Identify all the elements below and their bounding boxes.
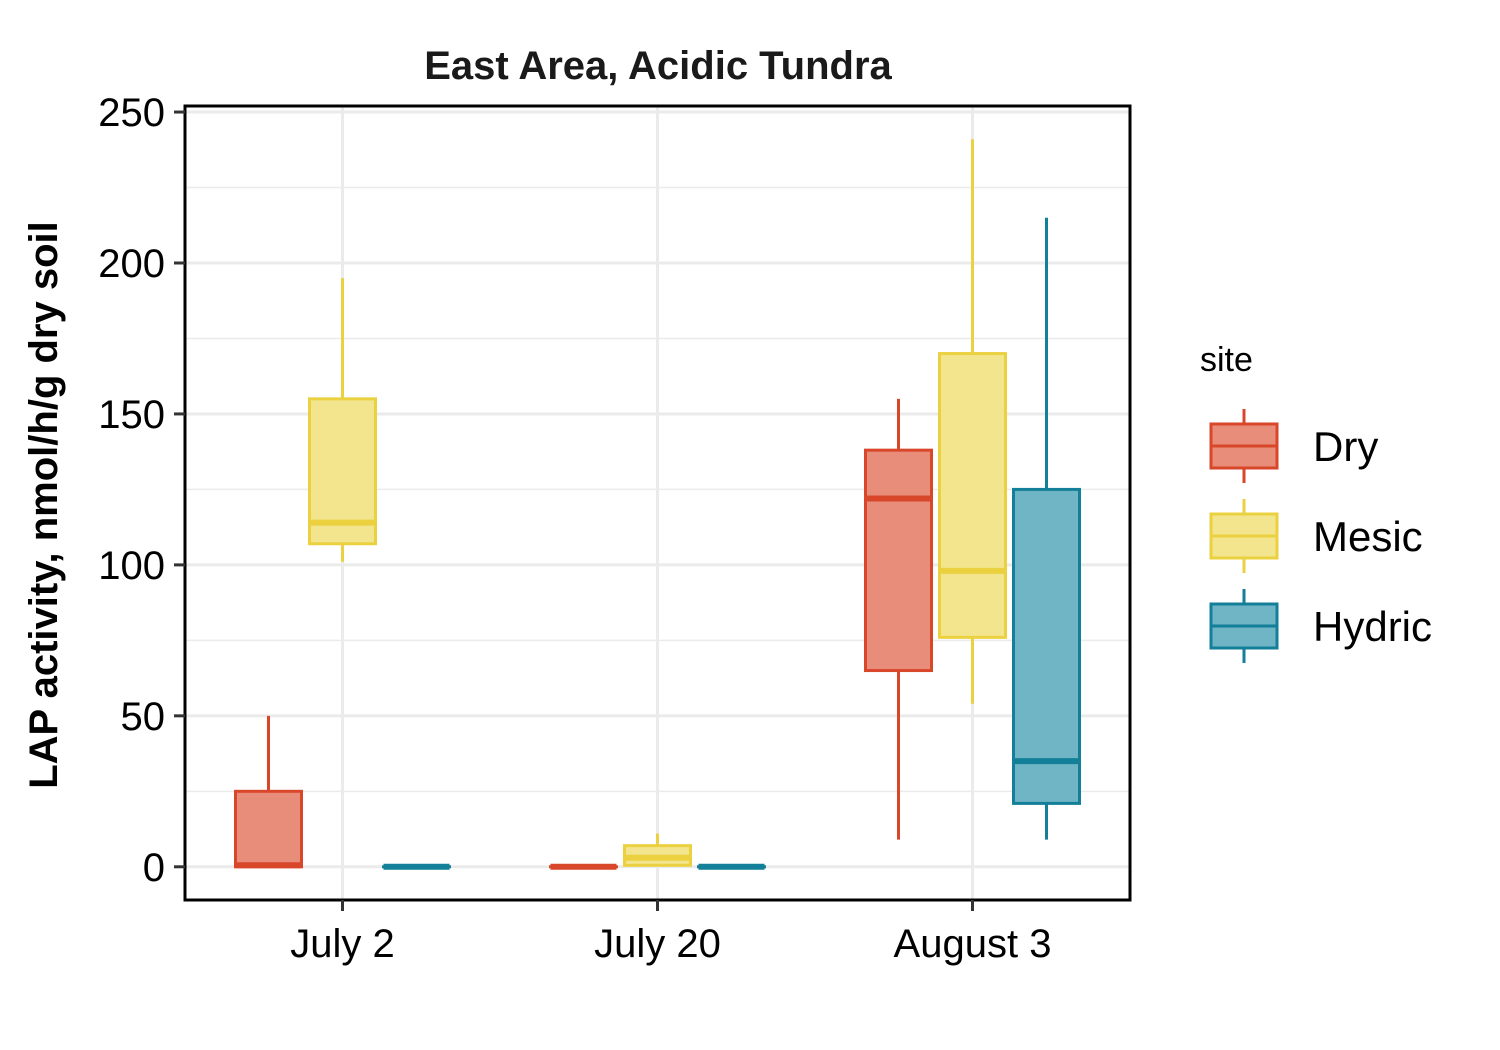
x-tick-label: July 20	[594, 922, 721, 966]
y-tick-label: 100	[98, 544, 165, 588]
box-mesic-0	[308, 278, 377, 562]
y-tick-label: 250	[98, 91, 165, 135]
box-body	[1012, 487, 1081, 805]
box-mesic-1	[623, 833, 692, 867]
y-axis-label: LAP activity, nmol/h/g dry soil	[22, 221, 66, 789]
box-body	[938, 352, 1007, 639]
box-dry-0	[234, 715, 303, 869]
y-tick-label: 200	[98, 242, 165, 286]
legend: site Dry Mesic Hydric	[1200, 341, 1432, 663]
box-body	[308, 397, 377, 546]
chart-title: East Area, Acidic Tundra	[424, 44, 892, 88]
box-dry-2	[864, 398, 933, 840]
legend-label: Dry	[1313, 423, 1378, 470]
y-tick-label: 150	[98, 393, 165, 437]
legend-item-dry: Dry	[1209, 409, 1378, 483]
box-body	[864, 448, 933, 673]
legend-label: Mesic	[1313, 513, 1423, 560]
boxes-layer	[234, 139, 1081, 870]
box-hydric-2	[1012, 217, 1081, 840]
y-tick-label: 0	[143, 846, 165, 890]
y-tick-label: 50	[121, 695, 166, 739]
legend-title: site	[1200, 341, 1253, 379]
legend-label: Hydric	[1313, 603, 1432, 650]
axes-layer: 0 50 100 150 200 250 July 2 July 20 August 3	[98, 91, 1051, 966]
x-tick-label: August 3	[894, 922, 1052, 966]
box-body	[234, 789, 303, 869]
legend-item-hydric: Hydric	[1209, 589, 1432, 663]
x-tick-label: July 2	[290, 922, 395, 966]
box-mesic-2	[938, 139, 1007, 704]
legend-item-mesic: Mesic	[1209, 499, 1423, 573]
